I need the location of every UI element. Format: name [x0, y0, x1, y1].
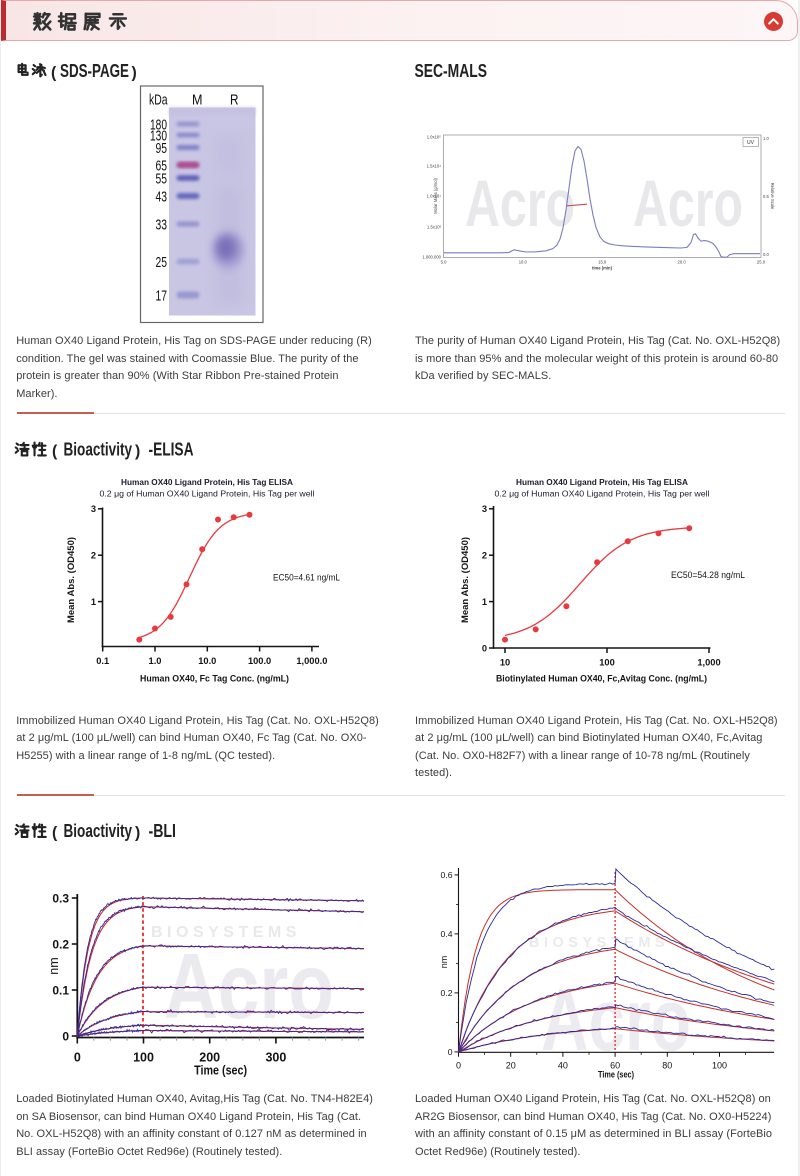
svg-text:1.0: 1.0 [149, 656, 162, 666]
svg-text:5.0: 5.0 [441, 260, 447, 265]
svg-text:3: 3 [482, 504, 487, 514]
svg-text:Time (sec): Time (sec) [194, 1063, 247, 1078]
svg-text:180: 180 [150, 117, 167, 133]
svg-text:Human OX40 Ligand Protein, His: Human OX40 Ligand Protein, His Tag ELISA [516, 477, 689, 487]
svg-text:1.0: 1.0 [763, 136, 769, 141]
svg-text:Human OX40 Ligand Protein, His: Human OX40 Ligand Protein, His Tag ELISA [121, 477, 294, 487]
svg-text:EC50=54.28 ng/mL: EC50=54.28 ng/mL [671, 570, 745, 580]
svg-text:(: ( [52, 825, 58, 842]
svg-text:40: 40 [558, 1061, 568, 1071]
svg-text:SEC-MALS: SEC-MALS [415, 61, 488, 81]
svg-text:0.0: 0.0 [763, 252, 769, 257]
svg-text:Human OX40, Fc Tag Conc. (ng/m: Human OX40, Fc Tag Conc. (ng/mL) [140, 673, 289, 684]
svg-text:95: 95 [156, 141, 168, 157]
svg-text:65: 65 [156, 158, 168, 174]
svg-text:0.2 μg of Human OX40 Ligand Pr: 0.2 μg of Human OX40 Ligand Protein, His… [100, 489, 315, 499]
svg-text:Biotinylated Human OX40, Fc,Av: Biotinylated Human OX40, Fc,Avitag Conc.… [496, 673, 707, 684]
svg-text:17: 17 [156, 288, 168, 304]
svg-text:EC50=4.61 ng/mL: EC50=4.61 ng/mL [273, 573, 340, 583]
svg-text:kDa: kDa [149, 93, 168, 109]
svg-text:1.000.000: 1.000.000 [422, 255, 441, 260]
svg-text:Molar Mass (g/mol): Molar Mass (g/mol) [433, 177, 438, 213]
svg-text:-BLI: -BLI [149, 821, 177, 841]
svg-text:Acro: Acro [465, 166, 575, 240]
svg-text:BIOSYSTEMS: BIOSYSTEMS [151, 924, 301, 941]
svg-text:Mean Abs. (OD450): Mean Abs. (OD450) [460, 537, 471, 623]
svg-text:SDS-PAGE: SDS-PAGE [60, 61, 129, 81]
svg-text:): ) [135, 825, 140, 842]
svg-text:Mean Abs. (OD450): Mean Abs. (OD450) [66, 537, 77, 623]
svg-text:): ) [135, 443, 140, 460]
svg-text:100: 100 [133, 1051, 154, 1065]
svg-text:0: 0 [456, 1061, 461, 1071]
svg-text:Relative Scale: Relative Scale [770, 183, 775, 210]
svg-text:25: 25 [156, 255, 168, 271]
svg-text:10: 10 [500, 658, 510, 668]
svg-text:43: 43 [156, 189, 168, 205]
svg-text:15.0: 15.0 [598, 260, 607, 265]
svg-text:2: 2 [482, 551, 487, 561]
svg-text:1: 1 [482, 597, 487, 607]
svg-text:Time (sec): Time (sec) [598, 1070, 634, 1080]
svg-text:1.5x10⁴: 1.5x10⁴ [427, 164, 442, 169]
svg-text:): ) [132, 65, 137, 82]
svg-text:130: 130 [150, 128, 167, 144]
svg-text:100.0: 100.0 [248, 656, 271, 666]
svg-text:BIOSYSTEMS: BIOSYSTEMS [529, 935, 669, 951]
svg-text:Bioactivity: Bioactivity [64, 821, 133, 841]
svg-text:Acro: Acro [541, 970, 691, 1069]
svg-text:2: 2 [91, 551, 96, 561]
svg-text:20: 20 [506, 1061, 516, 1071]
svg-text:80: 80 [662, 1061, 672, 1071]
svg-text:1.0x10⁴: 1.0x10⁴ [427, 194, 442, 199]
svg-text:0.2: 0.2 [441, 988, 453, 998]
svg-text:M: M [192, 93, 203, 109]
svg-text:300: 300 [265, 1051, 286, 1065]
svg-text:25.0: 25.0 [757, 260, 766, 265]
svg-text:0.3: 0.3 [52, 891, 69, 905]
svg-text:1: 1 [91, 597, 96, 607]
svg-text:0.6: 0.6 [441, 870, 453, 880]
svg-text:nm: nm [439, 956, 449, 969]
svg-text:nm: nm [47, 957, 61, 974]
svg-text:100: 100 [599, 658, 615, 668]
svg-text:-ELISA: -ELISA [149, 440, 194, 460]
svg-text:0.5: 0.5 [763, 194, 769, 199]
svg-text:UV: UV [747, 140, 755, 146]
svg-text:0.4: 0.4 [441, 929, 453, 939]
svg-text:1.0x10⁵: 1.0x10⁵ [427, 135, 442, 140]
svg-text:0: 0 [448, 1047, 453, 1057]
svg-text:10.0: 10.0 [519, 260, 528, 265]
svg-text:0.2 μg of Human OX40 Ligand Pr: 0.2 μg of Human OX40 Ligand Protein, His… [495, 489, 710, 499]
svg-text:time (min): time (min) [592, 266, 613, 271]
svg-text:0.2: 0.2 [52, 937, 69, 951]
svg-text:1.5x10³: 1.5x10³ [427, 225, 442, 230]
svg-text:60: 60 [610, 1061, 620, 1071]
svg-text:0: 0 [482, 643, 487, 653]
svg-text:0: 0 [62, 1029, 69, 1043]
svg-text:1,000: 1,000 [697, 658, 720, 668]
svg-text:200: 200 [199, 1051, 220, 1065]
svg-text:100: 100 [712, 1061, 727, 1071]
svg-text:55: 55 [156, 171, 168, 187]
svg-text:(: ( [52, 443, 58, 460]
svg-text:0.1: 0.1 [52, 983, 69, 997]
svg-text:3: 3 [91, 504, 96, 514]
svg-text:0: 0 [74, 1051, 81, 1065]
svg-text:0.1: 0.1 [96, 656, 109, 666]
svg-text:R: R [230, 93, 239, 109]
svg-text:(: ( [51, 65, 57, 82]
svg-text:20.0: 20.0 [678, 260, 687, 265]
svg-text:Acro: Acro [164, 934, 334, 1038]
svg-text:Bioactivity: Bioactivity [64, 440, 133, 460]
svg-text:10.0: 10.0 [198, 656, 216, 666]
svg-text:Acro: Acro [633, 166, 743, 240]
svg-text:1,000.0: 1,000.0 [296, 656, 327, 666]
svg-text:33: 33 [156, 217, 168, 233]
